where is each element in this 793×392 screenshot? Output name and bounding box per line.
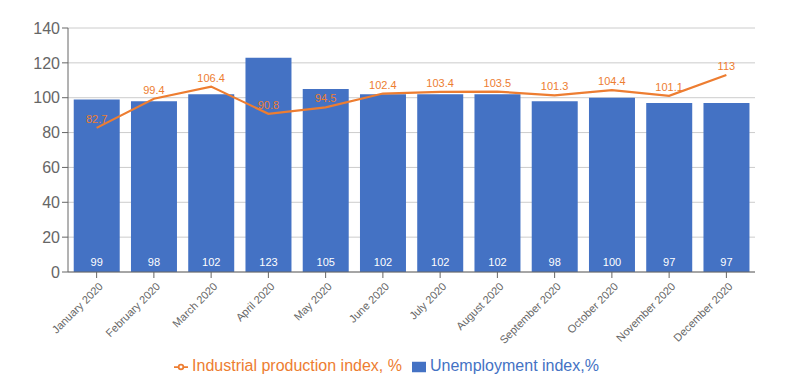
svg-text:April 2020: April 2020 <box>233 280 277 324</box>
svg-text:August 2020: August 2020 <box>454 280 506 332</box>
svg-text:123: 123 <box>259 256 277 268</box>
svg-text:102: 102 <box>431 256 449 268</box>
svg-text:December 2020: December 2020 <box>671 280 735 344</box>
svg-text:98: 98 <box>148 256 160 268</box>
svg-text:20: 20 <box>42 229 60 246</box>
svg-text:January 2020: January 2020 <box>49 280 105 336</box>
svg-text:102: 102 <box>202 256 220 268</box>
svg-text:98: 98 <box>549 256 561 268</box>
svg-text:102.4: 102.4 <box>369 79 397 91</box>
svg-text:March 2020: March 2020 <box>170 280 220 330</box>
svg-text:140: 140 <box>33 20 60 37</box>
svg-text:101.1: 101.1 <box>655 81 683 93</box>
svg-text:October 2020: October 2020 <box>565 280 621 336</box>
svg-text:September 2020: September 2020 <box>497 280 563 346</box>
svg-text:102: 102 <box>374 256 392 268</box>
svg-text:97: 97 <box>663 256 675 268</box>
svg-text:106.4: 106.4 <box>197 72 225 84</box>
svg-text:100: 100 <box>603 256 621 268</box>
svg-text:97: 97 <box>720 256 732 268</box>
svg-text:July 2020: July 2020 <box>407 280 449 322</box>
svg-text:May 2020: May 2020 <box>291 280 334 323</box>
svg-text:99: 99 <box>91 256 103 268</box>
svg-text:104.4: 104.4 <box>598 75 626 87</box>
svg-text:105: 105 <box>317 256 335 268</box>
svg-text:103.5: 103.5 <box>484 77 512 89</box>
svg-text:113: 113 <box>718 60 736 72</box>
svg-text:101.3: 101.3 <box>541 80 569 92</box>
svg-text:120: 120 <box>33 55 60 72</box>
svg-text:82.7: 82.7 <box>86 113 107 125</box>
svg-text:0: 0 <box>51 264 60 281</box>
svg-text:103.4: 103.4 <box>426 77 454 89</box>
svg-text:June 2020: June 2020 <box>347 280 392 325</box>
svg-text:60: 60 <box>42 159 60 176</box>
svg-text:100: 100 <box>33 89 60 106</box>
svg-text:80: 80 <box>42 124 60 141</box>
html-text:Unemployment index,%: Unemployment index,% <box>430 357 599 374</box>
html-text:Industrial production index, %: Industrial production index, % <box>192 357 402 374</box>
svg-text:94.5: 94.5 <box>315 92 336 104</box>
svg-text:February 2020: February 2020 <box>103 280 162 339</box>
svg-text:90.8: 90.8 <box>258 99 279 111</box>
svg-text:99.4: 99.4 <box>143 84 164 96</box>
svg-text:102: 102 <box>488 256 506 268</box>
svg-text:November 2020: November 2020 <box>614 280 678 344</box>
svg-text:40: 40 <box>42 194 60 211</box>
